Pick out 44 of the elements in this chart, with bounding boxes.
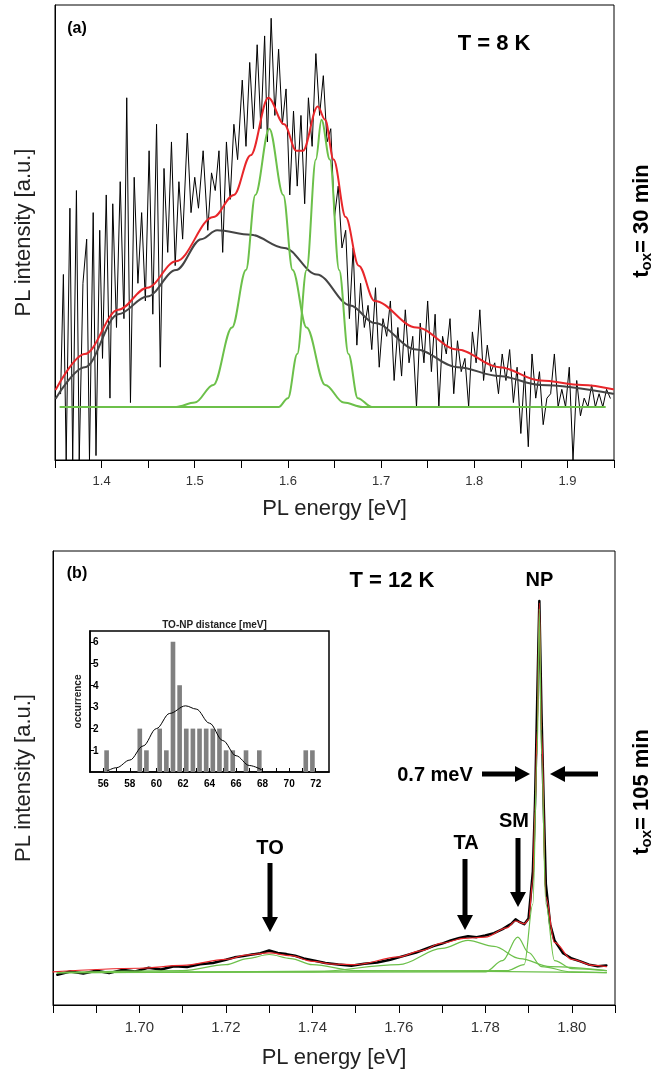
- x-tick-label: 1.6: [278, 473, 297, 488]
- text: tox= 105 min: [627, 729, 654, 855]
- x-tick-label: 1.7: [372, 473, 391, 488]
- x-tick-label: 1.8: [465, 473, 484, 488]
- x-axis-title: PL energy [eV]: [262, 494, 407, 520]
- annotation: SM: [499, 809, 529, 831]
- y-tick-label: 2: [93, 723, 99, 735]
- x-tick-label: 60: [150, 777, 163, 789]
- x-tick-label: 64: [203, 777, 216, 789]
- annotation: TO: [256, 836, 284, 858]
- text: T = 12 K: [349, 566, 435, 592]
- x-tick-label: 1.76: [384, 1018, 414, 1035]
- y-tick-label: 3: [93, 701, 99, 713]
- x-tick-label: 1.4: [92, 473, 111, 488]
- x-tick-label: 70: [283, 777, 296, 789]
- x-tick-label: 1.9: [558, 473, 577, 488]
- y-tick-label: 1: [93, 744, 99, 756]
- chart-title: TO-NP distance [meV]: [162, 618, 267, 630]
- text: (b): [66, 563, 88, 581]
- y-axis-title: PL intensity [a.u.]: [9, 694, 35, 862]
- annotation: (a): [67, 18, 87, 36]
- x-tick-label: 1.5: [185, 473, 204, 488]
- annotation: T = 8 K: [457, 29, 531, 55]
- annotation: NP: [525, 568, 554, 591]
- x-axis-title: PL energy [eV]: [261, 1043, 407, 1069]
- annotation: TA: [453, 831, 479, 853]
- x-tick-label: 1.78: [470, 1018, 500, 1035]
- x-tick-label: 1.70: [124, 1018, 155, 1035]
- x-tick-label: 68: [257, 777, 269, 789]
- annotation: 0.7 meV: [397, 763, 474, 785]
- x-tick-label: 1.80: [557, 1018, 587, 1035]
- y-tick-label: 5: [93, 658, 99, 670]
- y-axis-title: PL intensity [a.u.]: [9, 148, 35, 317]
- text: tox= 30 min: [627, 164, 654, 278]
- x-tick-label: 1.72: [211, 1018, 241, 1035]
- y-tick-label: 4: [93, 679, 99, 691]
- x-tick-label: 62: [177, 777, 189, 789]
- x-tick-label: 72: [310, 777, 322, 789]
- y-tick-label: 6: [93, 636, 99, 648]
- y-axis-title: occurrence: [71, 674, 83, 729]
- x-tick-label: 1.74: [297, 1018, 327, 1035]
- x-tick-label: 66: [230, 777, 243, 789]
- x-tick-label: 56: [97, 777, 110, 789]
- x-tick-label: 58: [124, 777, 136, 789]
